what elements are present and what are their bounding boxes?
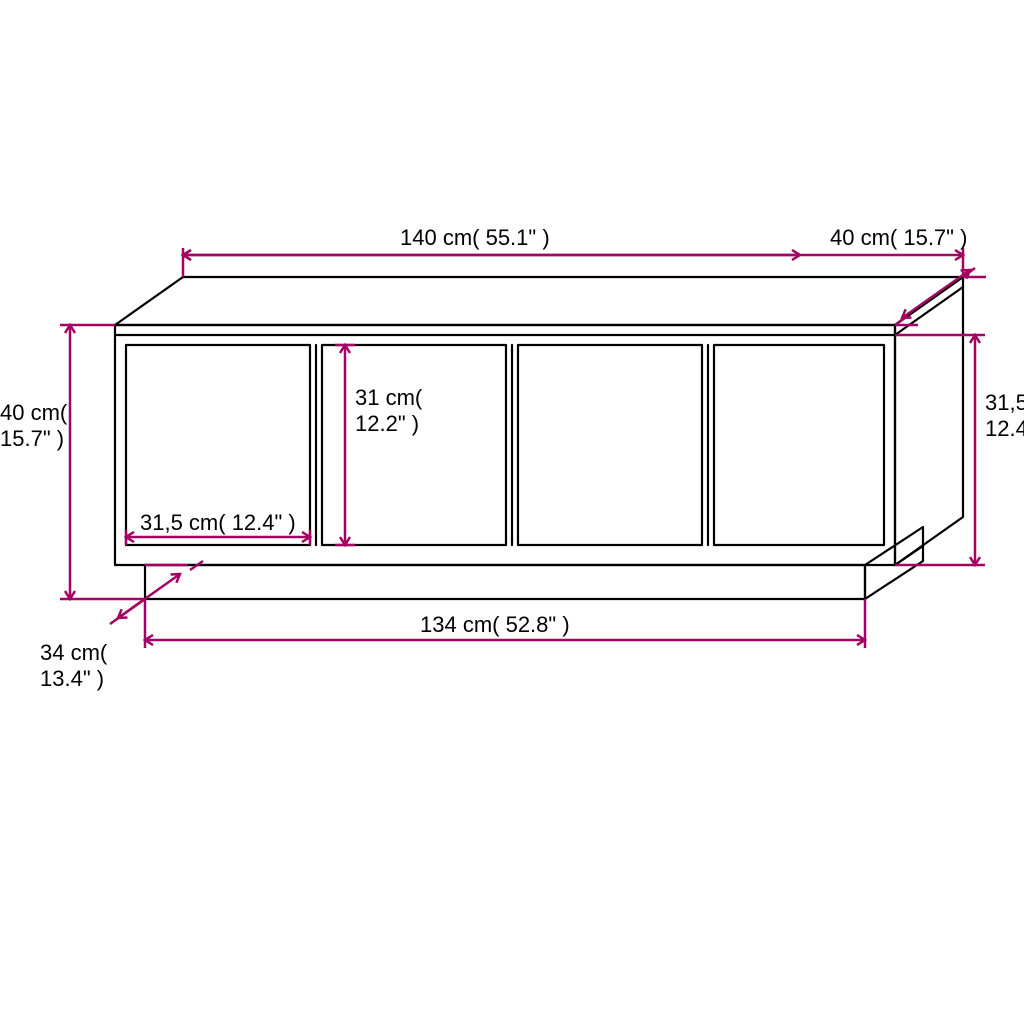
label-top-depth: 40 cm( 15.7" ) — [830, 225, 967, 250]
product-outline — [115, 277, 963, 599]
label-left-height-a: 40 cm( — [0, 400, 68, 425]
label-base-depth-b: 13.4" ) — [40, 666, 104, 691]
label-inner-height-a: 31 cm( — [355, 385, 423, 410]
dimension-drawing: 140 cm( 55.1" ) 40 cm( 15.7" ) 31,5 cm( … — [0, 0, 1024, 1024]
dimension-lines — [60, 248, 986, 648]
label-base-width: 134 cm( 52.8" ) — [420, 612, 570, 637]
label-left-height-b: 15.7" ) — [0, 426, 64, 451]
label-base-depth-a: 34 cm( — [40, 640, 108, 665]
label-top-width: 140 cm( 55.1" ) — [400, 225, 550, 250]
label-inner-width: 31,5 cm( 12.4" ) — [140, 510, 296, 535]
label-right-height-b: 12.4" ) — [985, 416, 1024, 441]
label-right-height-a: 31,5 cm( — [985, 390, 1024, 415]
label-inner-height-b: 12.2" ) — [355, 411, 419, 436]
